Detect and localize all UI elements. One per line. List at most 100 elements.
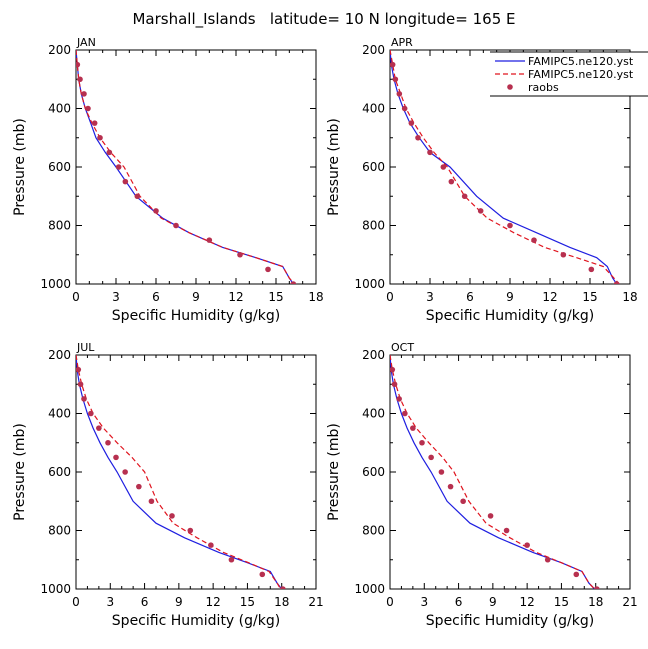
x-tick-label: 9 [506,290,514,304]
figure-title: Marshall_Islands latitude= 10 N longitud… [132,10,515,29]
raobs-point [427,149,433,156]
y-tick-label: 800 [362,219,385,233]
legend-label: FAMIPC5.ne120.yst [528,55,634,68]
x-tick-label: 18 [308,290,323,304]
x-tick-label: 18 [588,595,603,609]
series-line-dashed [76,50,296,284]
raobs-point [396,91,403,97]
x-axis-label: Specific Humidity (g/kg) [112,308,280,324]
y-tick-label: 1000 [354,277,385,291]
x-tick-label: 18 [622,290,637,304]
raobs-point [428,454,434,461]
raobs-point [461,193,468,200]
x-tick-label: 3 [426,290,434,304]
x-tick-label: 12 [542,290,557,304]
raobs-point [410,425,416,431]
raobs-point [544,556,551,563]
panel-apr: APR 0 3 6 9 12 15 18 200 400 600 800 1000 Specific Hu… [326,36,638,324]
y-tick-label: 400 [362,407,385,421]
series-line-solid [76,50,294,284]
raobs-point [237,251,243,258]
y-tick-label: 200 [362,43,385,57]
raobs-point [390,61,396,68]
x-tick-label: 9 [489,595,497,609]
x-tick-label: 12 [520,595,535,609]
plot-area [76,355,286,589]
y-tick-label: 200 [362,348,385,362]
raobs-point [97,134,103,141]
raobs-point [208,542,214,548]
y-tick-label: 600 [48,160,71,174]
y-axis-label: Pressure (mb) [12,118,28,216]
y-tick-label: 800 [48,219,71,233]
x-tick-label: 3 [112,290,120,304]
raobs-point [76,366,82,373]
raobs-point [228,556,235,563]
y-axis-label: Pressure (mb) [326,118,342,216]
series-line-dashed [76,355,282,589]
x-tick-label: 21 [308,595,323,609]
raobs-point [153,208,159,214]
x-tick-label: 3 [420,595,428,609]
raobs-point [447,483,454,490]
x-tick-label: 15 [240,595,255,609]
y-tick-label: 200 [48,348,71,362]
x-tick-label: 21 [622,595,637,609]
y-tick-label: 800 [362,524,385,538]
x-tick-label: 0 [386,595,394,609]
series-line-solid [76,355,283,589]
y-axis-label: Pressure (mb) [326,423,342,521]
legend-marker-dot [507,84,513,90]
y-tick-label: 600 [362,160,385,174]
raobs-point [438,469,445,475]
raobs-point [105,439,111,446]
x-tick-label: 0 [386,290,394,304]
raobs-point [96,425,102,431]
raobs-point [392,76,399,83]
panel-oct: OCT 0 3 6 9 12 15 18 21 200 400 600 800 1000 Specific … [326,341,638,629]
raobs-point [113,454,119,461]
raobs-point [169,513,175,519]
x-axis-label: Specific Humidity (g/kg) [426,613,594,629]
raobs-point [531,237,537,243]
raobs-point [408,120,415,126]
raobs-point [265,266,271,273]
raobs-point [76,61,81,68]
raobs-point [148,498,155,505]
raobs-point [106,149,113,156]
raobs-point [173,222,179,229]
x-tick-label: 6 [141,595,149,609]
x-tick-label: 0 [72,290,80,304]
panel-label: JAN [76,36,96,49]
plot-frame [389,354,631,590]
raobs-point [573,571,580,578]
y-tick-label: 1000 [354,582,385,596]
raobs-point [524,542,530,548]
raobs-point [91,120,98,126]
raobs-point [503,527,510,534]
raobs-point [81,396,87,402]
raobs-point [206,237,213,243]
x-axis-label: Specific Humidity (g/kg) [426,308,594,324]
raobs-point [588,266,595,273]
raobs-point [487,513,494,519]
panel-label: OCT [391,341,414,354]
plot-area [390,50,620,284]
y-tick-label: 600 [362,465,385,479]
series-line-dashed [390,355,596,589]
x-tick-label: 9 [192,290,200,304]
x-tick-label: 9 [175,595,183,609]
x-tick-label: 15 [268,290,283,304]
y-tick-label: 400 [362,102,385,116]
y-tick-label: 800 [48,524,71,538]
x-tick-label: 6 [152,290,160,304]
raobs-point [290,281,297,284]
y-tick-label: 600 [48,465,71,479]
raobs-point [136,483,142,490]
x-tick-label: 6 [455,595,463,609]
plot-frame [75,49,317,285]
raobs-point [507,222,513,229]
raobs-point [613,281,620,284]
